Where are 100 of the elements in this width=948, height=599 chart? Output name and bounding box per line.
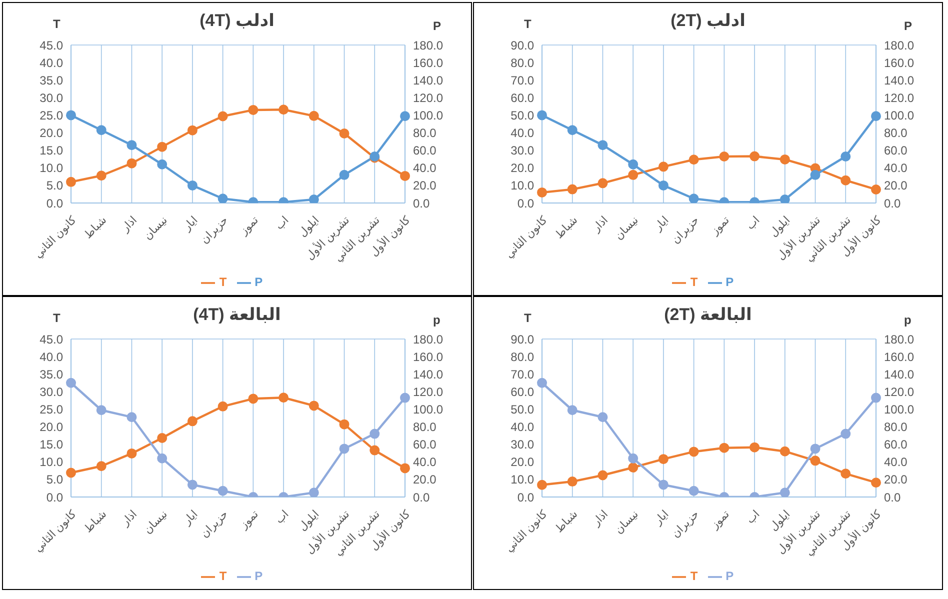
y-tick-label: 70.0 xyxy=(510,73,534,88)
point xyxy=(840,428,851,439)
x-tick-label: تموز xyxy=(237,508,261,532)
y-tick-label: 0.0 xyxy=(46,490,64,504)
point xyxy=(719,442,730,453)
point xyxy=(218,486,228,496)
point xyxy=(96,405,106,416)
legend-label: T xyxy=(690,275,698,289)
x-tick-label: ايلول xyxy=(768,214,793,240)
point xyxy=(278,104,289,115)
point xyxy=(157,142,168,152)
y2-tick-label: 60.0 xyxy=(884,144,908,158)
point xyxy=(719,151,730,162)
point xyxy=(66,468,76,478)
chart-title: ادلب (4T) xyxy=(200,11,274,30)
point xyxy=(537,480,547,490)
point xyxy=(658,480,668,490)
y-tick-label: 30.0 xyxy=(40,384,64,399)
y-tick-label: 10.0 xyxy=(510,178,534,193)
point xyxy=(66,176,76,187)
legend-label: P xyxy=(726,569,734,583)
y-tick-label: 70.0 xyxy=(510,367,534,382)
point xyxy=(400,392,410,403)
point xyxy=(537,378,547,388)
x-tick-label: تموز xyxy=(708,508,732,532)
y2-tick-label: 20.0 xyxy=(884,472,908,487)
chart-title: البالعة (4T) xyxy=(193,305,281,324)
y-axis-title: T xyxy=(524,17,532,31)
y2-tick-label: 160.0 xyxy=(413,56,444,70)
point xyxy=(96,461,106,472)
y-tick-label: 30.0 xyxy=(40,90,64,105)
point xyxy=(126,140,137,150)
point xyxy=(537,187,547,198)
point xyxy=(157,159,168,170)
point xyxy=(126,158,137,168)
point xyxy=(187,480,198,490)
point xyxy=(278,392,289,403)
point xyxy=(218,401,228,412)
point xyxy=(187,416,198,426)
x-tick-label: اذار xyxy=(118,508,140,530)
y2-tick-label: 0.0 xyxy=(413,196,430,210)
y-tick-label: 40.0 xyxy=(40,56,64,70)
y-tick-label: 0.0 xyxy=(46,196,64,210)
x-tick-label: اب xyxy=(273,508,292,526)
point xyxy=(688,446,699,457)
y-tick-label: 15.0 xyxy=(40,438,64,452)
point xyxy=(400,170,410,181)
point xyxy=(598,178,608,188)
x-tick-label: اذار xyxy=(118,214,140,236)
point xyxy=(688,486,699,496)
y-tick-label: 80.0 xyxy=(510,350,534,364)
point xyxy=(840,175,851,186)
y2-tick-label: 120.0 xyxy=(884,90,914,105)
y2-tick-label: 40.0 xyxy=(884,455,908,470)
y2-tick-label: 180.0 xyxy=(413,332,444,346)
point xyxy=(66,110,76,120)
y2-tick-label: 60.0 xyxy=(884,438,908,452)
y-tick-label: 40.0 xyxy=(510,126,534,140)
point xyxy=(339,170,350,180)
y2-tick-label: 120.0 xyxy=(413,90,444,105)
x-tick-label: ايار xyxy=(652,214,672,234)
y2-tick-label: 20.0 xyxy=(413,178,437,193)
point xyxy=(658,454,668,464)
point xyxy=(628,170,638,180)
point xyxy=(780,446,790,456)
x-tick-label: حزيران xyxy=(198,508,231,540)
y-tick-label: 35.0 xyxy=(40,367,64,382)
point xyxy=(187,180,198,190)
y-tick-label: 10.0 xyxy=(40,455,64,470)
point xyxy=(308,400,319,411)
point xyxy=(400,111,410,122)
x-tick-label: حزيران xyxy=(670,508,702,540)
x-tick-label: نيسان xyxy=(612,508,641,536)
point xyxy=(370,428,380,439)
y2-tick-label: 140.0 xyxy=(413,367,444,382)
x-tick-label: كانون الثاني xyxy=(32,508,80,555)
y2-tick-label: 40.0 xyxy=(884,161,908,176)
y-tick-label: 5.0 xyxy=(46,178,64,193)
point xyxy=(871,184,881,194)
y-axis-title: T xyxy=(524,311,532,325)
y2-tick-label: 60.0 xyxy=(413,438,437,452)
x-tick-label: نيسان xyxy=(142,214,170,242)
point xyxy=(598,470,608,480)
point xyxy=(810,170,820,180)
point xyxy=(840,468,851,479)
y2-tick-label: 180.0 xyxy=(413,38,444,52)
point xyxy=(218,111,228,122)
point xyxy=(750,151,760,162)
y2-tick-label: 80.0 xyxy=(413,126,437,140)
point xyxy=(66,378,76,388)
y2-tick-label: 100.0 xyxy=(413,402,444,416)
y2-tick-label: 140.0 xyxy=(884,73,914,88)
y2-axis-title: P xyxy=(904,19,912,33)
y2-tick-label: 60.0 xyxy=(413,144,437,158)
point xyxy=(567,476,578,487)
x-tick-label: ايار xyxy=(180,214,200,234)
point xyxy=(598,412,608,422)
x-tick-label: تموز xyxy=(708,214,732,238)
point xyxy=(537,110,547,120)
point xyxy=(750,442,760,452)
